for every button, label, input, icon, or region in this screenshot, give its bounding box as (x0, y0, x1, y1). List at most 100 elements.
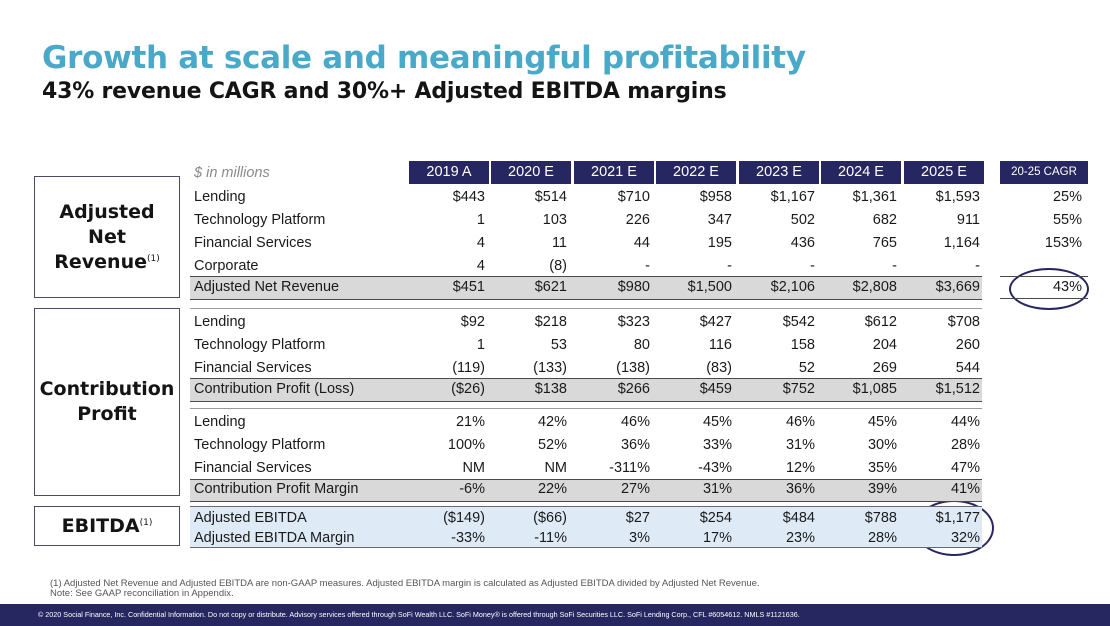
cagr-cell: 43% (1052, 279, 1082, 295)
table-cell: $708 (947, 314, 980, 330)
table-cell: -33% (451, 530, 485, 546)
table-cell: 35% (867, 460, 897, 476)
legal-footer: © 2020 Social Finance, Inc. Confidential… (0, 604, 1110, 626)
table-cell: $1,361 (852, 189, 897, 205)
table-cell: 269 (872, 360, 897, 376)
table-cell: $443 (452, 189, 485, 205)
total-band (190, 479, 982, 502)
table-cell: $3,669 (935, 279, 980, 295)
table-cell: NM (544, 460, 567, 476)
table-cell: (138) (616, 360, 650, 376)
section-box-ebitda: EBITDA(1) (34, 506, 180, 546)
table-cell: $542 (782, 314, 815, 330)
row-label: Financial Services (194, 360, 312, 376)
row-label: Contribution Profit Margin (194, 481, 359, 497)
table-cell: 502 (790, 212, 815, 228)
table-cell: $138 (534, 381, 567, 397)
table-cell: $266 (617, 381, 650, 397)
table-cell: $958 (699, 189, 732, 205)
table-cell: 11 (551, 235, 567, 251)
table-cell: (133) (533, 360, 567, 376)
footnote-marker: (1) (146, 253, 160, 264)
table-cell: -43% (698, 460, 732, 476)
section-title-line: Revenue (54, 250, 147, 273)
table-cell: -11% (534, 530, 567, 546)
row-label: Financial Services (194, 460, 312, 476)
table-cell: 116 (708, 337, 732, 353)
table-cell: 36% (785, 481, 815, 497)
table-cell: ($66) (533, 510, 567, 526)
footnote-marker: (1) (139, 517, 153, 528)
table-cell: 44 (633, 235, 650, 251)
table-cell: 47% (950, 460, 980, 476)
table-cell: $1,500 (687, 279, 732, 295)
cagr-highlight-oval (1009, 268, 1089, 310)
column-header-5: 2024 E (821, 161, 901, 184)
table-cell: 36% (620, 437, 650, 453)
row-label: Contribution Profit (Loss) (194, 381, 355, 397)
table-cell: 12% (785, 460, 815, 476)
table-cell: $459 (699, 381, 732, 397)
table-cell: $1,177 (935, 510, 980, 526)
table-cell: - (892, 258, 897, 274)
cagr-header: 20-25 CAGR (1000, 161, 1088, 184)
table-cell: 53 (550, 337, 567, 353)
table-cell: $2,106 (770, 279, 815, 295)
table-cell: NM (462, 460, 485, 476)
row-label: Technology Platform (194, 337, 326, 353)
table-cell: 44% (950, 414, 980, 430)
table-cell: $612 (864, 314, 897, 330)
table-cell: $980 (617, 279, 650, 295)
table-cell: -6% (459, 481, 485, 497)
table-cell: 22% (537, 481, 567, 497)
column-header-0: 2019 A (409, 161, 489, 184)
table-cell: (83) (706, 360, 732, 376)
cagr-total-line (1000, 276, 1088, 277)
table-cell: 1 (476, 212, 485, 228)
table-cell: 31% (702, 481, 732, 497)
table-cell: $1,085 (852, 381, 897, 397)
row-label: Lending (194, 314, 246, 330)
total-band (190, 378, 982, 402)
table-cell: 41% (950, 481, 980, 497)
row-label: Lending (194, 189, 246, 205)
table-cell: $218 (534, 314, 567, 330)
table-cell: 158 (790, 337, 815, 353)
table-cell: $710 (617, 189, 650, 205)
total-band (190, 276, 982, 300)
table-cell: 32% (950, 530, 980, 546)
row-label: Adjusted EBITDA (194, 510, 307, 526)
row-label: Financial Services (194, 235, 312, 251)
table-cell: - (810, 258, 815, 274)
table-cell: $27 (625, 510, 650, 526)
table-cell: $1,167 (770, 189, 815, 205)
table-cell: $514 (534, 189, 567, 205)
table-cell: 103 (542, 212, 567, 228)
table-cell: (8) (549, 258, 567, 274)
table-cell: 911 (956, 212, 980, 228)
section-title-line: Adjusted (59, 200, 155, 223)
column-header-4: 2023 E (739, 161, 819, 184)
table-cell: 347 (707, 212, 732, 228)
cagr-total-line (1000, 298, 1088, 299)
column-header-6: 2025 E (904, 161, 984, 184)
table-cell: 260 (955, 337, 980, 353)
table-cell: 39% (867, 481, 897, 497)
table-cell: 100% (447, 437, 485, 453)
table-cell: 28% (950, 437, 980, 453)
table-cell: 46% (785, 414, 815, 430)
table-cell: $788 (864, 510, 897, 526)
section-box-contribution-profit: Contribution Profit (34, 308, 180, 496)
table-cell: 204 (872, 337, 897, 353)
table-cell: 4 (476, 258, 485, 274)
column-header-1: 2020 E (491, 161, 571, 184)
table-cell: 28% (867, 530, 897, 546)
ebitda-band (190, 506, 982, 548)
section-separator (190, 408, 982, 409)
table-cell: 1,164 (943, 235, 980, 251)
section-title: EBITDA (61, 514, 140, 537)
cagr-cell: 55% (1052, 212, 1082, 228)
table-cell: 4 (476, 235, 485, 251)
table-cell: 33% (702, 437, 732, 453)
section-title-line: Net (88, 225, 126, 248)
